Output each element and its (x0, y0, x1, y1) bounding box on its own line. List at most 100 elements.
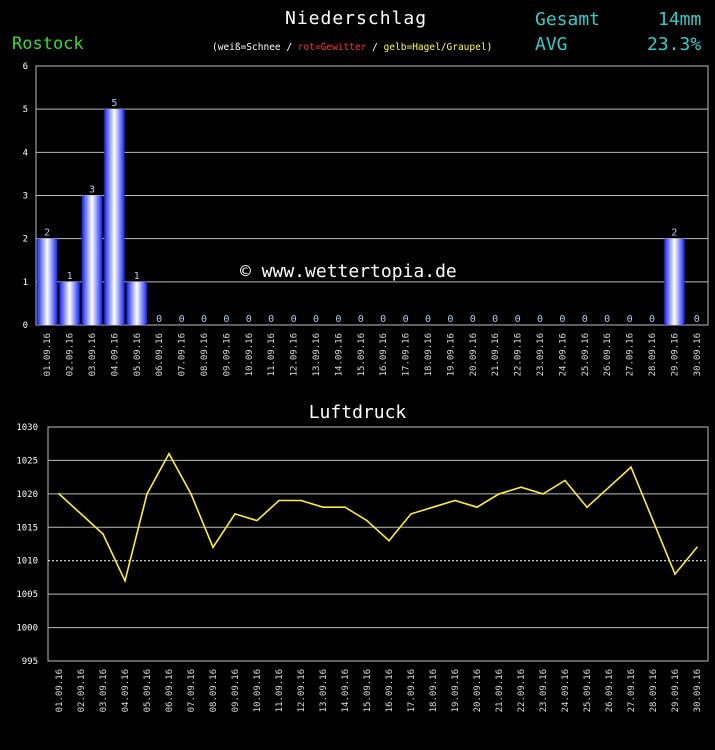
pressure-point (80, 513, 82, 515)
pressure-point (542, 493, 544, 495)
station-name: Rostock (12, 34, 84, 54)
pressure-point (608, 486, 610, 488)
pressure-point (234, 513, 236, 515)
pressure-point (256, 519, 258, 522)
pressure-point (432, 506, 434, 509)
precip-data-label: 0 (268, 314, 274, 325)
legend-separator: / (366, 42, 384, 53)
precip-x-tick-label: 19.09.16 (446, 333, 456, 376)
pressure-point (674, 573, 676, 575)
precip-x-tick-label: 06.09.16 (155, 333, 165, 376)
precip-data-label: 0 (201, 314, 207, 325)
precip-data-label: 0 (537, 314, 543, 325)
precip-x-tick-label: 30.09.16 (693, 333, 703, 376)
pressure-x-tick-label: 13.09.16 (319, 669, 329, 712)
avg-value: 23.3% (647, 34, 702, 55)
precip-x-tick-label: 12.09.16 (290, 333, 300, 376)
pressure-x-tick-label: 23.09.16 (539, 669, 549, 712)
pressure-point (146, 493, 148, 495)
precip-data-label: 0 (470, 314, 476, 325)
avg-label: AVG (535, 34, 568, 55)
pressure-x-tick-label: 29.09.16 (671, 669, 681, 712)
pressure-y-tick-label: 995 (22, 657, 38, 667)
precip-data-label: 0 (156, 314, 162, 325)
pressure-y-tick-label: 1020 (16, 490, 38, 500)
precip-data-label: 0 (582, 314, 588, 325)
pressure-point (278, 499, 280, 502)
pressure-point (168, 452, 170, 455)
pressure-point (124, 579, 126, 582)
precip-bar (81, 195, 103, 325)
precip-y-tick-label: 3 (23, 192, 28, 202)
pressure-x-tick-label: 02.09.16 (77, 669, 87, 712)
precip-x-tick-label: 04.09.16 (110, 333, 120, 376)
precip-x-tick-label: 02.09.16 (66, 333, 76, 376)
pressure-point (564, 479, 566, 482)
legend-thunder: rot=Gewitter (297, 42, 367, 53)
pressure-point (630, 466, 632, 468)
pressure-x-tick-label: 18.09.16 (429, 669, 439, 712)
precip-bar (37, 238, 58, 325)
precip-data-label: 0 (223, 314, 229, 325)
pressure-point (322, 506, 324, 509)
precip-bar (59, 281, 80, 325)
pressure-x-tick-label: 08.09.16 (209, 669, 219, 712)
pressure-x-tick-label: 07.09.16 (187, 669, 197, 712)
pressure-point (212, 546, 214, 549)
pressure-y-tick-label: 1030 (16, 423, 38, 433)
pressure-x-tick-label: 06.09.16 (165, 669, 175, 712)
precip-x-tick-label: 20.09.16 (469, 333, 479, 376)
pressure-point (58, 493, 60, 495)
pressure-chart: 995 1000 1005 1010 1015 1020 1025 1030 01.09.16 0… (16, 423, 709, 712)
pressure-title: Luftdruck (308, 402, 407, 423)
precip-data-label: 0 (291, 314, 297, 325)
precip-x-tick-label: 14.09.16 (334, 333, 344, 376)
precip-x-tick-label: 03.09.16 (88, 333, 98, 376)
legend-prefix: (weiß=Schnee / (212, 42, 298, 53)
pressure-y-tick-label: 1000 (16, 624, 38, 634)
legend-suffix: ) (486, 42, 493, 53)
pressure-x-tick-label: 16.09.16 (385, 669, 395, 712)
precip-data-label: 0 (492, 314, 498, 325)
precip-x-tick-label: 10.09.16 (245, 333, 255, 376)
precip-y-tick-label: 4 (23, 148, 28, 158)
pressure-x-tick-label: 04.09.16 (121, 669, 131, 712)
pressure-point (520, 486, 522, 488)
pressure-x-tick-label: 27.09.16 (627, 669, 637, 712)
precip-data-label: 0 (425, 314, 431, 325)
pressure-point (388, 539, 390, 542)
precip-x-tick-label: 18.09.16 (424, 333, 434, 376)
precip-data-label: 2 (44, 228, 50, 239)
precip-data-label: 0 (246, 314, 252, 325)
precip-x-tick-label: 21.09.16 (491, 333, 501, 376)
precip-x-tick-label: 07.09.16 (178, 333, 188, 376)
pressure-x-tick-label: 22.09.16 (517, 669, 527, 712)
precip-title-text: Niederschlag (285, 8, 428, 29)
precip-data-label: 1 (67, 271, 73, 282)
precip-data-label: 1 (134, 271, 140, 282)
pressure-x-tick-label: 14.09.16 (341, 669, 351, 712)
pressure-point (344, 506, 346, 509)
precip-data-label: 0 (627, 314, 633, 325)
pressure-x-tick-label: 19.09.16 (451, 669, 461, 712)
precip-data-label: 3 (89, 185, 95, 196)
precip-x-tick-label: 24.09.16 (558, 333, 568, 376)
pressure-point (586, 506, 588, 509)
precip-data-label: 0 (335, 314, 341, 325)
precip-data-label: 0 (604, 314, 610, 325)
pressure-x-tick-label: 20.09.16 (473, 669, 483, 712)
precip-x-tick-label: 05.09.16 (133, 333, 143, 376)
precip-data-label: 2 (671, 228, 677, 239)
pressure-x-tick-label: 24.09.16 (561, 669, 571, 712)
precip-data-label: 0 (313, 314, 319, 325)
pressure-point (454, 499, 456, 502)
pressure-point (652, 519, 654, 522)
pressure-x-tick-label: 25.09.16 (583, 669, 593, 712)
pressure-y-tick-label: 1005 (16, 590, 38, 600)
precip-data-label: 0 (649, 314, 655, 325)
pressure-x-tick-label: 26.09.16 (605, 669, 615, 712)
precip-x-tick-label: 25.09.16 (581, 333, 591, 376)
pressure-x-tick-label: 15.09.16 (363, 669, 373, 712)
pressure-plot-frame (47, 426, 709, 662)
